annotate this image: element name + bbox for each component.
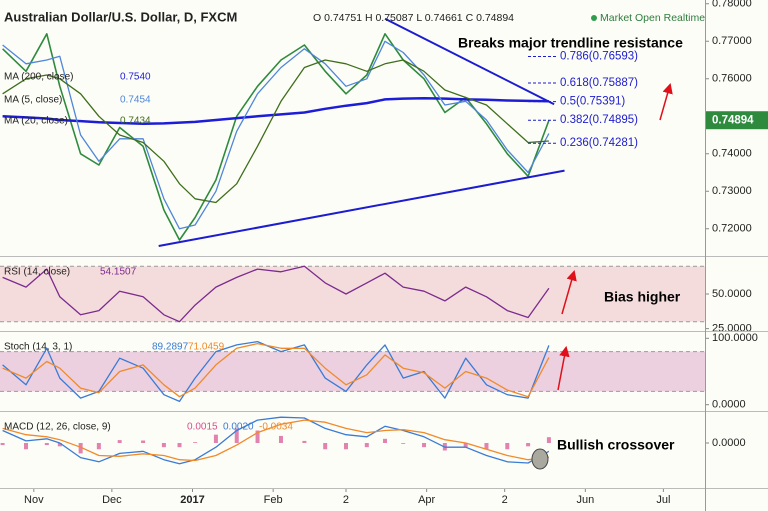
panel-readout: 54.1507 <box>100 267 137 278</box>
series-line <box>2 96 549 126</box>
y-tick-label: 0.72000 <box>712 223 752 235</box>
status-dot <box>591 15 597 21</box>
histogram-bar <box>234 428 239 443</box>
series-group <box>2 265 550 323</box>
x-tick-label: Feb <box>264 494 283 506</box>
x-tick-label: Nov <box>24 494 44 506</box>
fib-label: 0.382(0.74895) <box>560 114 638 126</box>
histogram-bar <box>526 443 531 447</box>
series-group <box>2 33 550 241</box>
x-tick-label: Jun <box>576 494 594 506</box>
band <box>0 351 705 392</box>
series-group <box>0 416 551 465</box>
histogram-bar <box>141 440 146 443</box>
histogram-bar <box>117 440 122 443</box>
histogram-bar <box>177 443 182 448</box>
annotation: Breaks major trendline resistance <box>458 35 683 51</box>
histogram-bar <box>24 443 29 450</box>
histogram-bar <box>401 443 406 444</box>
histogram-bar <box>364 443 369 448</box>
histogram-bar <box>505 443 510 450</box>
y-tick-label: 0.78000 <box>712 0 752 10</box>
x-tick-label: 2 <box>343 494 349 506</box>
legend-label: MA (5, close) <box>4 95 62 106</box>
market-status: Market Open Realtime <box>600 12 705 24</box>
series-line <box>2 59 549 204</box>
legend-readout: 0.7454 <box>120 95 151 106</box>
y-tick-label: 0.76000 <box>712 73 752 85</box>
histogram-bar <box>161 443 166 448</box>
x-tick-label: 2 <box>502 494 508 506</box>
y-tick-label: 0.73000 <box>712 185 752 197</box>
last-price-tag <box>706 111 768 130</box>
series-line <box>2 419 549 462</box>
histogram-bar <box>323 443 328 450</box>
series-readout: 89.2897 <box>152 342 189 353</box>
series-line <box>2 342 550 398</box>
x-tick-label: Jul <box>656 494 670 506</box>
series-line <box>2 416 550 465</box>
crossover-marker <box>531 448 549 470</box>
trendline <box>384 17 555 106</box>
annotation: Bias higher <box>604 289 681 305</box>
y-tick-label: 0.74000 <box>712 148 752 160</box>
y-tick-label: 50.0000 <box>712 288 752 300</box>
ohlc-readout: O 0.74751 H 0.75087 L 0.74661 C 0.74894 <box>313 12 514 24</box>
x-tick-label: Dec <box>102 494 122 506</box>
histogram-bar <box>255 430 260 443</box>
annotation: Bullish crossover <box>557 437 675 453</box>
legend-label: MA (20, close) <box>4 116 68 127</box>
legend-readout: 0.7540 <box>120 72 151 83</box>
histogram-bar <box>422 443 427 448</box>
x-tick-label: Apr <box>418 494 435 506</box>
x-tick-label: 2017 <box>180 494 204 506</box>
fib-label: 0.786(0.76593) <box>560 51 638 63</box>
arrow <box>659 82 673 121</box>
series-readout: -0.0034 <box>259 422 293 433</box>
arrow <box>557 345 570 391</box>
histogram-bar <box>78 443 83 454</box>
chart-title: Australian Dollar/U.S. Dollar, D, FXCM <box>4 9 237 24</box>
histogram-bar <box>0 443 5 446</box>
y-tick-label: 0.0000 <box>712 437 746 449</box>
y-tick-label: 100.0000 <box>712 332 758 344</box>
trendline <box>158 169 565 247</box>
fib-label: 0.5(0.75391) <box>560 96 625 108</box>
histogram-bar <box>302 440 307 443</box>
histogram-bar <box>343 443 348 450</box>
histogram-bar <box>383 438 388 443</box>
series-readout: 0.0020 <box>223 422 254 433</box>
arrow <box>561 269 577 315</box>
histogram-bar <box>57 443 62 447</box>
histogram-bar <box>484 443 489 450</box>
legend-readout: 0.7434 <box>120 116 151 127</box>
series-line <box>2 40 550 230</box>
histogram-bar <box>44 443 49 446</box>
last-price-label: 0.74894 <box>712 114 754 126</box>
histogram-bar <box>463 443 468 448</box>
fib-label: 0.618(0.75887) <box>560 77 638 89</box>
series-line <box>2 265 550 323</box>
histogram-bar <box>193 442 198 443</box>
fib-label: 0.236(0.74281) <box>560 137 638 149</box>
series-readout: 0.0015 <box>187 422 218 433</box>
histogram-bar <box>96 443 101 450</box>
panel-label: MACD (12, 26, close, 9) <box>4 422 111 433</box>
histogram-bar <box>278 435 283 443</box>
series-line <box>2 33 550 241</box>
panel-label: RSI (14, close) <box>4 267 70 278</box>
y-tick-label: 0.0000 <box>712 399 746 411</box>
histogram-bar <box>546 437 551 443</box>
histogram-bar <box>213 434 218 443</box>
legend-label: MA (200, close) <box>4 72 73 83</box>
series-group <box>2 340 550 403</box>
series-readout: 71.0459 <box>188 342 225 353</box>
y-tick-label: 0.77000 <box>712 35 752 47</box>
panel-label: Stoch (14, 3, 1) <box>4 342 72 353</box>
